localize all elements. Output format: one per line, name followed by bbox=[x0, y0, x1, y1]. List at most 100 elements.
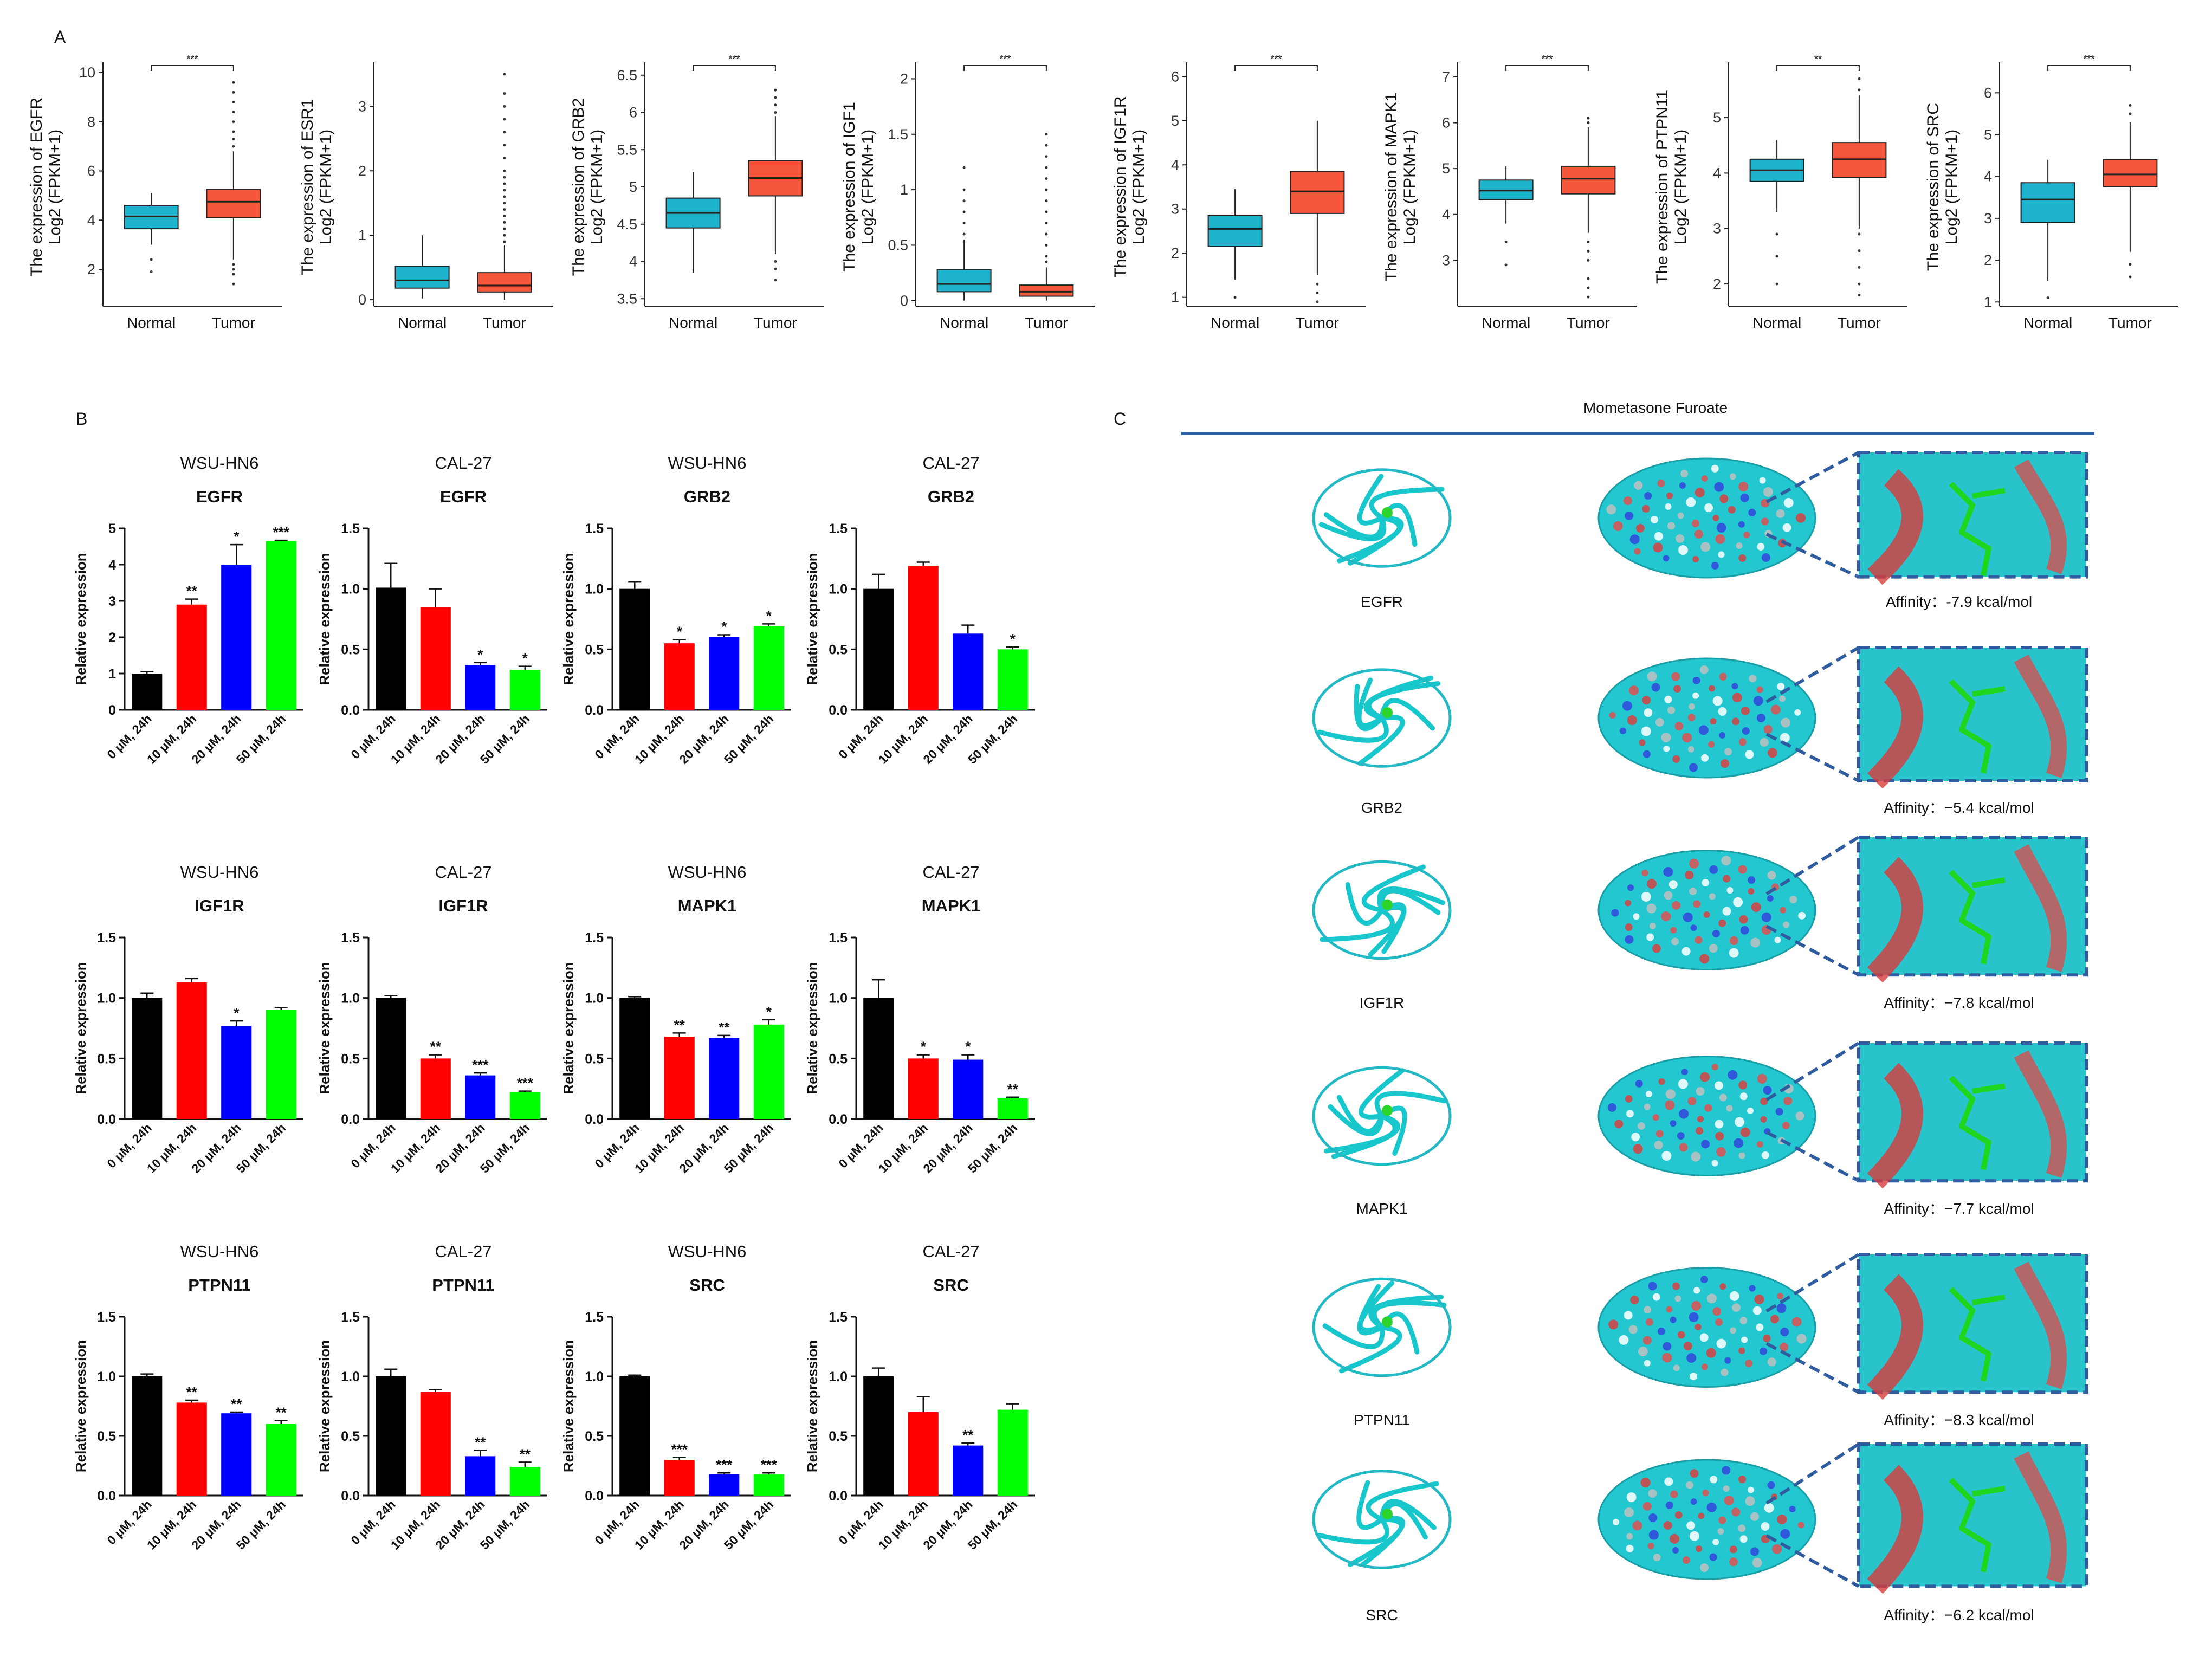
surface-atom bbox=[1704, 503, 1713, 512]
protein-name: IGF1R bbox=[1360, 994, 1404, 1011]
surface-atom bbox=[1738, 865, 1747, 874]
surface-atom bbox=[1646, 933, 1654, 941]
surface-atom bbox=[1695, 1545, 1702, 1552]
surface-atom bbox=[1614, 1120, 1624, 1129]
surface-atom bbox=[1749, 675, 1757, 683]
outlier-point bbox=[1504, 263, 1508, 267]
significance-mark: * bbox=[522, 650, 528, 667]
y-tick-label: 6.5 bbox=[617, 67, 637, 83]
surface-atom bbox=[1683, 1342, 1692, 1351]
surface-atom bbox=[1771, 704, 1781, 715]
surface-atom bbox=[1798, 911, 1806, 920]
surface-atom bbox=[1716, 1338, 1726, 1349]
surface-atom bbox=[1722, 907, 1731, 916]
surface-atom bbox=[1747, 1486, 1754, 1493]
surface-atom bbox=[1719, 494, 1729, 503]
surface-atom bbox=[1606, 504, 1616, 515]
significance-mark: ** bbox=[520, 1446, 531, 1462]
surface-atom bbox=[1796, 1334, 1807, 1344]
surface-atom bbox=[1639, 739, 1646, 746]
surface-atom bbox=[1627, 715, 1637, 726]
surface-atom bbox=[1757, 542, 1765, 551]
x-tick-label: Tumor bbox=[212, 314, 255, 331]
y-axis-label: Relative expression bbox=[560, 1340, 577, 1472]
surface-atom bbox=[1654, 532, 1663, 541]
y-tick-label: 0.0 bbox=[341, 703, 360, 718]
surface-atom bbox=[1670, 1120, 1677, 1127]
y-axis-label-line2: Log2 (FPKM+1) bbox=[859, 130, 877, 245]
surface-atom bbox=[1700, 1276, 1709, 1284]
surface-atom bbox=[1704, 1104, 1712, 1112]
ribbon-outline bbox=[1312, 1277, 1452, 1377]
surface-atom bbox=[1661, 733, 1671, 743]
y-tick-label: 1.5 bbox=[97, 1310, 116, 1325]
y-axis-label: Relative expression bbox=[560, 553, 577, 685]
surface-atom bbox=[1774, 936, 1781, 943]
significance-mark: ** bbox=[276, 1404, 287, 1420]
surface-atom bbox=[1655, 1130, 1664, 1138]
surface-atom bbox=[1640, 1478, 1651, 1488]
y-tick-label: 1.5 bbox=[97, 930, 116, 946]
outlier-point bbox=[503, 156, 506, 159]
outlier-point bbox=[1045, 199, 1048, 203]
surface-atom bbox=[1721, 856, 1731, 866]
surface-atom bbox=[1712, 929, 1720, 937]
surface-atom bbox=[1698, 1512, 1705, 1519]
ribbon-outline bbox=[1312, 668, 1452, 768]
y-axis-label-line2: Log2 (FPKM+1) bbox=[1943, 130, 1961, 245]
surface-atom bbox=[1664, 891, 1673, 900]
outlier-point bbox=[1587, 241, 1590, 244]
box-normal bbox=[936, 269, 992, 293]
bar-3 bbox=[509, 1092, 540, 1119]
surface-atom bbox=[1626, 1533, 1633, 1540]
barchart-wsu-hn6-igf1r: WSU-HN6 IGF1R 0.0 0.5 1.0 1.5 Relative express… bbox=[73, 863, 303, 1176]
surface-atom bbox=[1633, 913, 1640, 920]
zoom-connector-top bbox=[1765, 1041, 1860, 1102]
surface-atom bbox=[1689, 1312, 1699, 1322]
significance-mark: *** bbox=[1541, 54, 1553, 64]
surface-atom bbox=[1721, 759, 1730, 768]
outlier-point bbox=[962, 166, 966, 169]
surface-atom bbox=[1622, 701, 1632, 711]
y-axis-label-line2: Log2 (FPKM+1) bbox=[46, 130, 64, 245]
surface-atom bbox=[1644, 1360, 1651, 1367]
outlier-point bbox=[232, 101, 235, 104]
outlier-point bbox=[774, 279, 777, 282]
surface-atom bbox=[1731, 683, 1738, 690]
y-tick-label: 1.5 bbox=[585, 930, 604, 946]
y-tick-label: 0.0 bbox=[829, 703, 848, 718]
outlier-point bbox=[232, 282, 235, 286]
surface-atom bbox=[1729, 1291, 1739, 1301]
y-tick-label: 2 bbox=[358, 163, 366, 179]
ribbon-outline bbox=[1312, 1066, 1452, 1166]
surface-atom bbox=[1678, 545, 1688, 555]
surface-atom bbox=[1780, 1328, 1789, 1337]
surface-atom bbox=[1692, 519, 1700, 527]
surface-atom bbox=[1664, 695, 1672, 703]
y-tick-label: 2 bbox=[900, 70, 908, 87]
y-tick-label: 0.5 bbox=[585, 1429, 604, 1444]
outlier-point bbox=[962, 199, 966, 203]
surface-atom bbox=[1701, 1140, 1710, 1149]
y-tick-label: 4 bbox=[108, 558, 116, 573]
ribbon-strand bbox=[1317, 1480, 1439, 1568]
surface-atom bbox=[1625, 900, 1632, 907]
y-tick-label: 0.0 bbox=[97, 1112, 116, 1127]
surface-atom bbox=[1667, 522, 1676, 530]
ribbon-outline bbox=[1312, 468, 1452, 568]
surface-atom bbox=[1738, 1080, 1748, 1090]
surface-atom bbox=[1789, 1505, 1796, 1512]
y-tick-label: 3.5 bbox=[617, 290, 637, 307]
surface-atom bbox=[1693, 1287, 1700, 1294]
surface-atom bbox=[1686, 1353, 1697, 1363]
surface-atom bbox=[1672, 755, 1680, 763]
surface-atom bbox=[1745, 750, 1754, 759]
outlier-point bbox=[1045, 144, 1048, 147]
surface-atom bbox=[1710, 718, 1717, 725]
surface-atom bbox=[1724, 1357, 1731, 1364]
y-tick-label: 4 bbox=[1713, 165, 1721, 181]
outlier-point bbox=[503, 118, 506, 121]
bar-1 bbox=[664, 1037, 695, 1119]
surface-atom bbox=[1723, 875, 1731, 883]
outlier-point bbox=[503, 195, 506, 198]
